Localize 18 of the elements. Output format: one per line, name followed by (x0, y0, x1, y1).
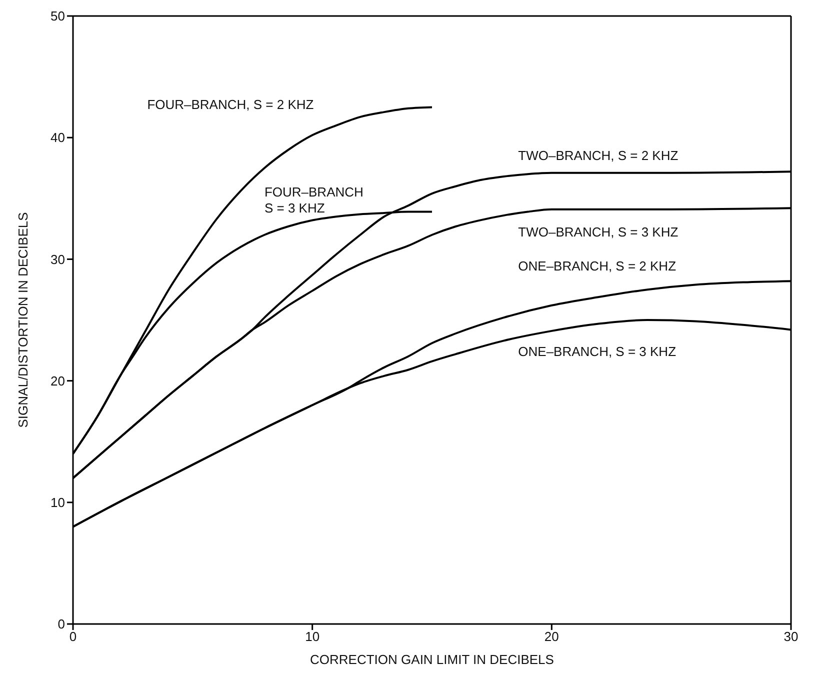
x-tick-label: 10 (305, 629, 320, 644)
y-tick-label: 30 (50, 252, 65, 267)
y-tick-label: 20 (50, 373, 65, 388)
series-label: TWO–BRANCH, S = 2 KHZ (518, 148, 678, 164)
series-label: TWO–BRANCH, S = 3 KHZ (518, 225, 678, 240)
x-tick-label: 20 (544, 629, 559, 644)
series-label: FOUR–BRANCH S = 3 KHZ (264, 184, 364, 216)
y-axis-title: SIGNAL/DISTORTION IN DECIBELS (16, 212, 31, 428)
series-label: ONE–BRANCH, S = 2 KHZ (518, 259, 676, 274)
y-tick-label: 10 (50, 495, 65, 510)
series-label: ONE–BRANCH, S = 3 KHZ (518, 344, 676, 360)
y-tick-label: 0 (58, 616, 65, 632)
x-tick-label: 0 (69, 629, 77, 644)
series-label: FOUR–BRANCH, S = 2 KHZ (147, 97, 314, 112)
x-axis-title: CORRECTION GAIN LIMIT IN DECIBELS (310, 652, 554, 667)
x-tick-label: 30 (784, 629, 798, 644)
y-tick-label: 50 (50, 8, 65, 24)
y-tick-label: 40 (50, 130, 65, 146)
